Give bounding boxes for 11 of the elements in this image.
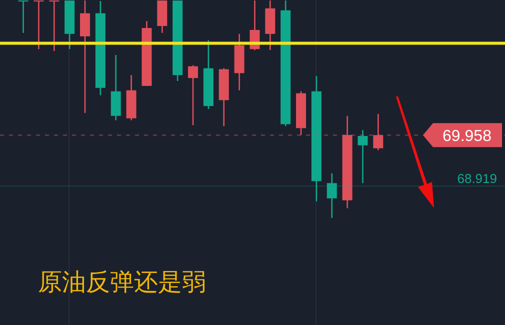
candlestick bbox=[326, 172, 337, 219]
candlestick bbox=[34, 0, 44, 50]
candlestick bbox=[358, 129, 368, 184]
annotation: 原油反弹还是弱 bbox=[38, 267, 206, 298]
candlestick bbox=[188, 64, 198, 126]
ref-line-label: 68.919 bbox=[457, 171, 497, 186]
candlestick bbox=[373, 113, 384, 151]
candlestick bbox=[49, 0, 60, 52]
ref-line-label: 69.958 bbox=[442, 128, 492, 146]
candlestick bbox=[18, 0, 28, 34]
candlestick bbox=[80, 0, 90, 114]
